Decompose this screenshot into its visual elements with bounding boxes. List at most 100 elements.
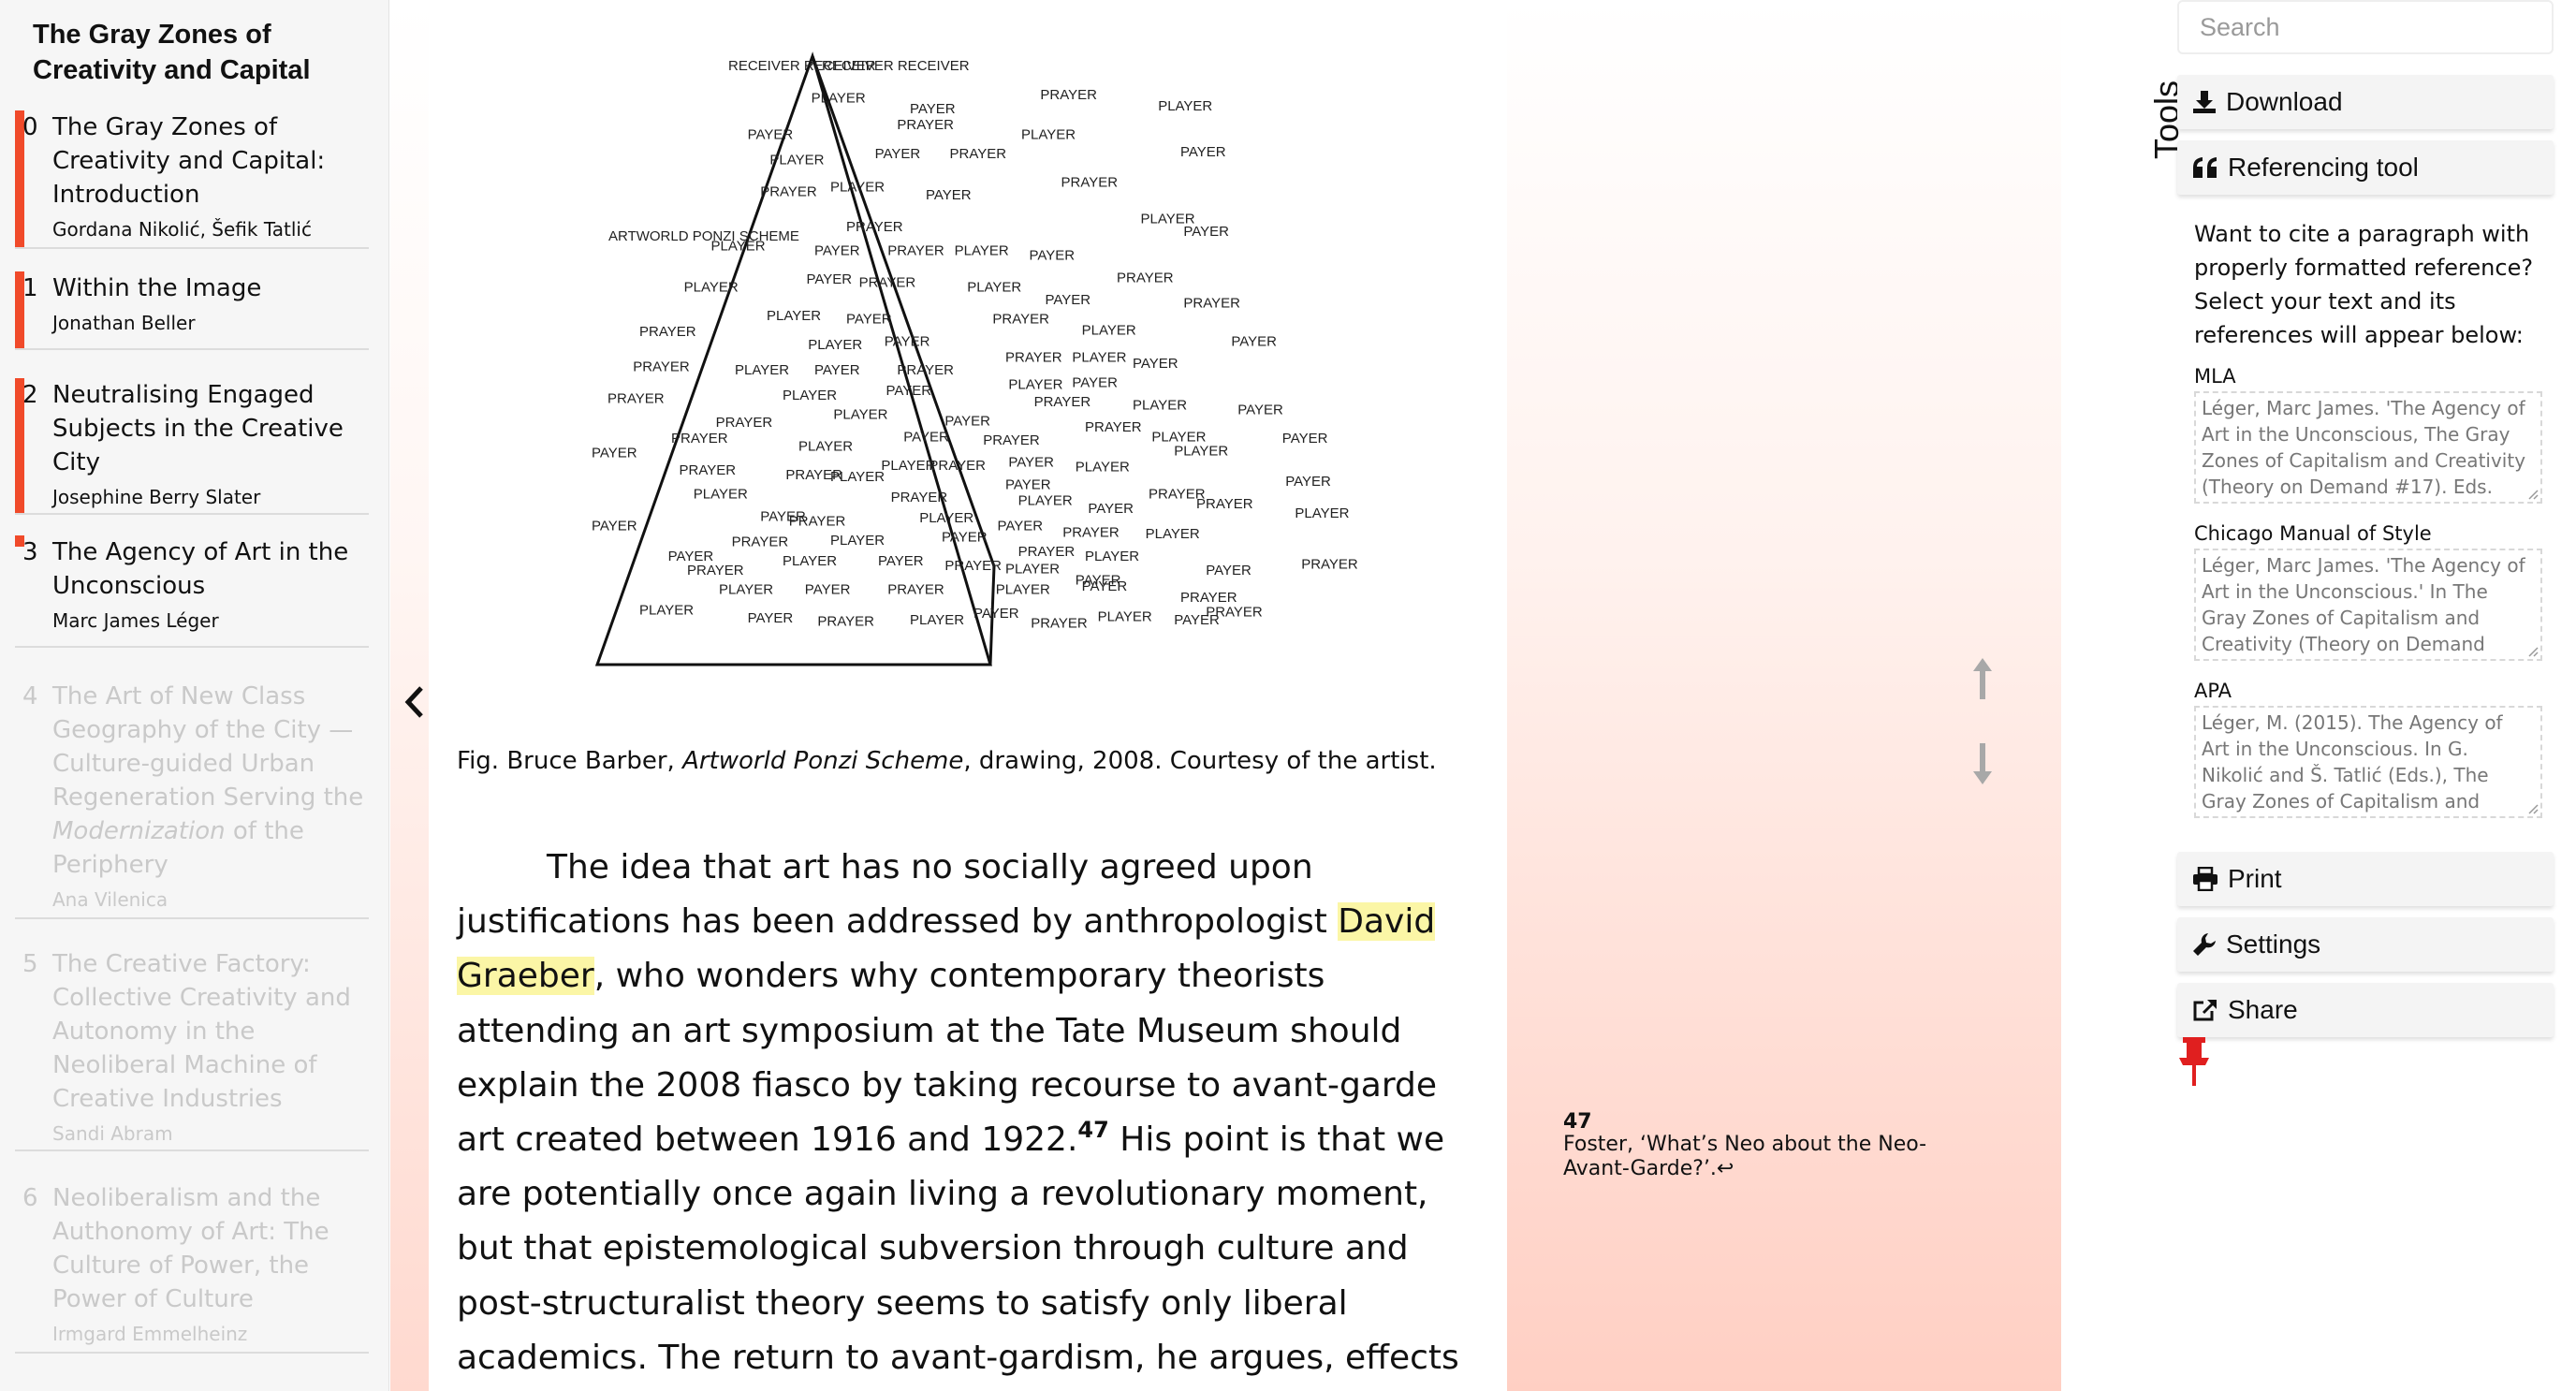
resize-grip-icon[interactable] xyxy=(2527,489,2539,500)
chapter-number: 4 xyxy=(22,682,38,710)
table-of-contents: The Gray Zones of Creativity and Capital… xyxy=(0,0,389,1391)
download-button[interactable]: Download xyxy=(2177,75,2554,129)
figure-caption: Fig. Bruce Barber, Artworld Ponzi Scheme… xyxy=(457,747,1437,775)
pyramid-label-prayer: PRAYER xyxy=(1206,604,1263,620)
pyramid-label-payer: PAYER xyxy=(805,582,851,598)
toc-item-4[interactable]: 4 The Art of New Class Geography of the … xyxy=(15,680,369,919)
chapter-title: The Creative Factory: Collective Creativ… xyxy=(52,950,351,1113)
chapter-author: Marc James Léger xyxy=(52,609,219,632)
pyramid-label-payer: PAYER xyxy=(942,530,988,546)
chapter-number: 2 xyxy=(22,381,38,409)
pyramid-label-player: PLAYER xyxy=(830,533,885,549)
pyramid-label-payer: PAYER xyxy=(903,429,949,445)
pyramid-label-prayer: PRAYER xyxy=(1149,487,1206,503)
toc-item-2[interactable]: 2 Neutralising Engaged Subjects in the C… xyxy=(15,378,369,515)
chapter-author: Josephine Berry Slater xyxy=(52,486,261,508)
chapter-author: Gordana Nikolić, Šefik Tatlić xyxy=(52,218,312,241)
toc-item-1[interactable]: 1 Within the Image Jonathan Beller xyxy=(15,271,369,350)
pyramid-label-prayer: PRAYER xyxy=(789,514,846,530)
pyramid-label-payer: PAYER xyxy=(1231,333,1277,349)
chapter-author: Sandi Abram xyxy=(52,1122,173,1145)
pyramid-label-player: PLAYER xyxy=(1146,526,1200,542)
toc-item-6[interactable]: 6 Neoliberalism and the Authonomy of Art… xyxy=(15,1181,369,1354)
mla-label: MLA xyxy=(2194,365,2236,388)
download-icon xyxy=(2193,91,2216,113)
pyramid-labels: RECEIVER RECEIVER RECEIVER RECEIVER ARTW… xyxy=(592,58,1358,631)
scheme-label: ARTWORLD PONZI SCHEME xyxy=(608,228,799,244)
toc-item-0[interactable]: 0 The Gray Zones of Creativity and Capit… xyxy=(15,110,369,249)
apex-label-left: RECEIVER RECEIVER xyxy=(728,58,876,74)
arrow-down-icon xyxy=(1973,743,1992,784)
pyramid-label-player: PLAYER xyxy=(1005,562,1060,578)
pyramid-label-payer: PAYER xyxy=(944,413,990,429)
pyramid-label-prayer: PRAYER xyxy=(1031,615,1088,631)
resize-grip-icon[interactable] xyxy=(2527,646,2539,657)
chapter-author: Jonathan Beller xyxy=(52,312,196,334)
pyramid-label-player: PLAYER xyxy=(955,243,1009,259)
chapter-title: Within the Image xyxy=(52,274,262,302)
pyramid-label-payer: PAYER xyxy=(886,383,932,399)
pyramid-label-prayer: PRAYER xyxy=(1040,87,1097,103)
pyramid-label-payer: PAYER xyxy=(1088,501,1134,517)
body-paragraph: The idea that art has no socially agreed… xyxy=(457,848,1459,1377)
pin-icon[interactable] xyxy=(2175,1037,2213,1086)
pyramid-label-player: PLAYER xyxy=(1158,98,1212,114)
scroll-up-button[interactable] xyxy=(1964,651,2001,707)
pyramid-label-prayer: PRAYER xyxy=(929,458,986,474)
pyramid-label-prayer: PRAYER xyxy=(671,431,728,447)
pyramid-label-prayer: PRAYER xyxy=(846,219,903,235)
tools-panel: Tools Download Referencing tool Want to … xyxy=(2061,0,2576,1391)
pyramid-label-prayer: PRAYER xyxy=(983,432,1040,448)
toc-item-3[interactable]: 3 The Agency of Art in the Unconscious M… xyxy=(15,535,369,648)
pyramid-label-payer: PAYER xyxy=(592,445,637,461)
pyramid-label-payer: PAYER xyxy=(1046,292,1091,308)
chapter-title: The Agency of Art in the Unconscious xyxy=(52,538,349,600)
pyramid-label-player: PLAYER xyxy=(808,337,862,353)
pyramid-label-prayer: PRAYER xyxy=(1034,394,1091,410)
chapter-number: 1 xyxy=(22,274,38,302)
pyramid-label-payer: PAYER xyxy=(760,508,806,524)
search-input[interactable] xyxy=(2177,0,2554,54)
pyramid-label-player: PLAYER xyxy=(1072,349,1126,365)
chicago-label: Chicago Manual of Style xyxy=(2194,522,2432,545)
share-button[interactable]: Share xyxy=(2177,983,2554,1037)
apa-label: APA xyxy=(2194,680,2232,702)
settings-button[interactable]: Settings xyxy=(2177,917,2554,972)
pyramid-label-payer: PAYER xyxy=(748,126,794,142)
resize-grip-icon[interactable] xyxy=(2527,803,2539,814)
toc-item-5[interactable]: 5 The Creative Factory: Collective Creat… xyxy=(15,947,369,1151)
pyramid-label-player: PLAYER xyxy=(1018,492,1073,508)
pyramid-label-prayer: PRAYER xyxy=(1061,174,1119,190)
chapter-author: Irmgard Emmelheinz xyxy=(52,1323,248,1345)
pyramid-label-payer: PAYER xyxy=(875,146,921,162)
pyramid-label-payer: PAYER xyxy=(668,549,714,564)
arrow-up-icon xyxy=(1973,658,1992,699)
chicago-citation-field[interactable]: Léger, Marc James. 'The Agency of Art in… xyxy=(2194,549,2542,661)
pyramid-label-prayer: PRAYER xyxy=(607,391,665,407)
pyramid-label-prayer: PRAYER xyxy=(950,146,1007,162)
pyramid-label-player: PLAYER xyxy=(1151,429,1206,445)
apex-label-right: RECEIVER RECEIVER xyxy=(822,58,970,74)
pyramid-label-payer: PAYER xyxy=(1133,356,1178,372)
pyramid-label-payer: PAYER xyxy=(926,187,972,203)
pyramid-label-prayer: PRAYER xyxy=(687,563,744,578)
pyramid-label-payer: PAYER xyxy=(814,362,860,378)
pyramid-label-player: PLAYER xyxy=(694,487,748,503)
pyramid-label-payer: PAYER xyxy=(846,312,892,328)
pyramid-label-prayer: PRAYER xyxy=(633,359,690,375)
print-button[interactable]: Print xyxy=(2177,852,2554,906)
footnote-ref[interactable]: 47 xyxy=(1077,1117,1109,1144)
pyramid-label-prayer: PRAYER xyxy=(680,462,737,478)
pyramid-label-prayer: PRAYER xyxy=(1117,270,1174,286)
external-link-icon xyxy=(2193,1000,2217,1021)
apa-citation-field[interactable]: Léger, M. (2015). The Agency of Art in t… xyxy=(2194,706,2542,818)
scroll-down-button[interactable] xyxy=(1964,736,2001,792)
collapse-toc-button[interactable] xyxy=(401,665,429,739)
pyramid-label-payer: PAYER xyxy=(592,519,637,534)
referencing-tool-button[interactable]: Referencing tool xyxy=(2177,140,2554,195)
pyramid-label-payer: PAYER xyxy=(1285,474,1331,490)
mla-citation-field[interactable]: Léger, Marc James. 'The Agency of Art in… xyxy=(2194,391,2542,504)
pyramid-label-payer: PAYER xyxy=(1030,248,1076,264)
book-title[interactable]: The Gray Zones of Creativity and Capital xyxy=(33,20,311,85)
pyramid-label-player: PLAYER xyxy=(719,582,773,598)
